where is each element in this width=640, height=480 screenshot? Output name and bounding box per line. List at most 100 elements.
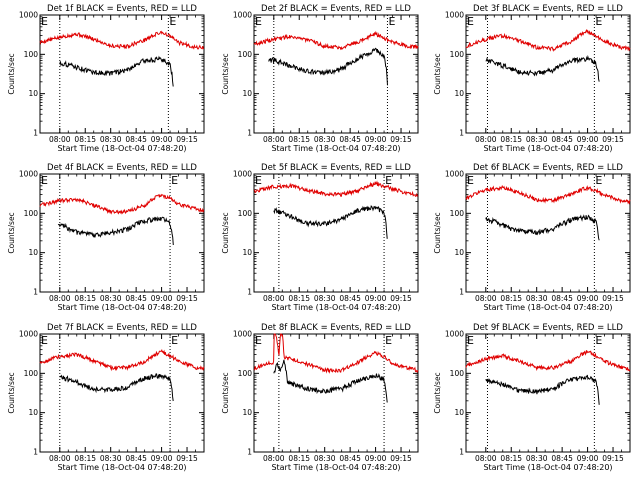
y-tick-label: 100 [238,209,253,218]
flag-label-right: E [171,334,178,347]
lld-trace [39,30,205,50]
plot-frame [465,333,631,453]
flag-label-left: E [41,15,48,28]
y-axis-label: Counts/sec [221,212,230,253]
x-tick-label: 09:15 [390,135,412,144]
y-tick-label: 1000 [19,11,38,20]
y-tick-label: 100 [238,50,253,59]
y-tick-label: 1 [247,129,252,138]
events-trace [273,205,388,239]
x-tick-label: 08:45 [551,135,573,144]
events-trace [268,47,388,86]
y-axis-label: Counts/sec [7,372,16,413]
x-axis-label: Start Time (18-Oct-04 07:48:20) [483,144,612,153]
lld-trace [253,333,419,374]
x-axis-label: Start Time (18-Oct-04 07:48:20) [57,144,186,153]
x-axis-label: Start Time (18-Oct-04 07:48:20) [483,463,612,472]
lld-trace [253,30,419,51]
lld-trace [465,184,631,205]
panel-title: Det 4f BLACK = Events, RED = LLD [47,163,197,173]
y-tick-label: 100 [24,209,39,218]
y-tick-label: 1 [459,448,464,457]
y-tick-label: 100 [24,50,39,59]
x-tick-label: 08:00 [263,454,285,463]
events-trace [59,373,174,402]
x-tick-label: 09:15 [176,135,198,144]
y-tick-label: 1 [247,448,252,457]
y-axis-label: Counts/sec [221,53,230,94]
y-tick-label: 100 [450,209,465,218]
x-tick-label: 08:30 [526,294,548,303]
plot-frame [39,333,205,453]
y-tick-label: 1000 [445,330,464,339]
x-tick-label: 08:30 [314,294,336,303]
x-tick-label: 09:00 [365,454,387,463]
x-tick-label: 08:45 [339,454,361,463]
x-tick-label: 09:15 [602,454,624,463]
x-tick-label: 08:00 [475,294,497,303]
x-tick-label: 08:45 [551,294,573,303]
plot-frame [253,333,419,453]
x-tick-label: 09:00 [577,294,599,303]
flag-label-right: E [388,15,395,28]
flag-label-left: E [255,174,262,187]
panel-title: Det 9f BLACK = Events, RED = LLD [473,323,623,333]
x-tick-label: 08:30 [526,454,548,463]
panel-title: Det 8f BLACK = Events, RED = LLD [261,323,411,333]
lld-trace [465,29,631,52]
x-tick-label: 09:00 [151,454,173,463]
panel-title: Det 6f BLACK = Events, RED = LLD [473,163,623,173]
flag-label-right: E [385,334,392,347]
detector-panel: Det 5f BLACK = Events, RED = LLD 1 10 100 10… [221,163,419,312]
x-tick-label: 08:30 [100,454,122,463]
x-tick-label: 08:00 [49,294,71,303]
x-axis-label: Start Time (18-Oct-04 07:48:20) [271,303,400,312]
y-tick-label: 1000 [233,11,252,20]
x-tick-label: 08:00 [475,454,497,463]
x-axis-label: Start Time (18-Oct-04 07:48:20) [271,463,400,472]
y-tick-label: 1 [247,288,252,297]
detector-panel: Det 8f BLACK = Events, RED = LLD 1 10 100 10… [221,323,419,472]
y-tick-label: 1000 [445,170,464,179]
y-tick-label: 10 [28,408,38,417]
flag-label-left: E [467,334,474,347]
x-axis-label: Start Time (18-Oct-04 07:48:20) [57,463,186,472]
y-tick-label: 10 [242,248,252,257]
panel-title: Det 1f BLACK = Events, RED = LLD [47,4,197,14]
y-tick-label: 1000 [233,330,252,339]
lld-trace [253,180,419,197]
lld-trace [39,193,205,215]
y-tick-label: 1 [33,448,38,457]
x-tick-label: 08:45 [551,454,573,463]
y-axis-label: Counts/sec [7,53,16,94]
x-tick-label: 08:00 [49,135,71,144]
y-tick-label: 100 [450,50,465,59]
y-tick-label: 10 [454,248,464,257]
plot-frame [253,14,419,134]
x-tick-label: 08:15 [74,294,96,303]
plot-frame [253,173,419,293]
x-tick-label: 08:30 [100,294,122,303]
x-tick-label: 09:00 [577,454,599,463]
lld-trace [465,350,631,372]
x-tick-label: 09:00 [151,294,173,303]
detector-panel: Det 2f BLACK = Events, RED = LLD 1 10 100 10… [221,4,419,153]
y-tick-label: 100 [24,369,39,378]
y-tick-label: 1 [33,129,38,138]
panel-title: Det 5f BLACK = Events, RED = LLD [261,163,411,173]
x-tick-label: 08:15 [74,454,96,463]
flag-label-right: E [169,15,176,28]
flag-label-left: E [255,334,262,347]
detector-panel: Det 9f BLACK = Events, RED = LLD 1 10 100 10… [433,323,631,472]
events-trace [485,54,600,82]
detector-panel: Det 7f BLACK = Events, RED = LLD 1 10 100 10… [7,323,205,472]
x-tick-label: 08:00 [263,294,285,303]
x-tick-label: 08:30 [526,135,548,144]
flag-label-left: E [467,174,474,187]
x-tick-label: 08:30 [314,135,336,144]
flag-label-right: E [385,174,392,187]
events-trace [273,359,388,403]
y-axis-label: Counts/sec [433,53,442,94]
plot-frame [465,173,631,293]
y-tick-label: 1000 [445,11,464,20]
